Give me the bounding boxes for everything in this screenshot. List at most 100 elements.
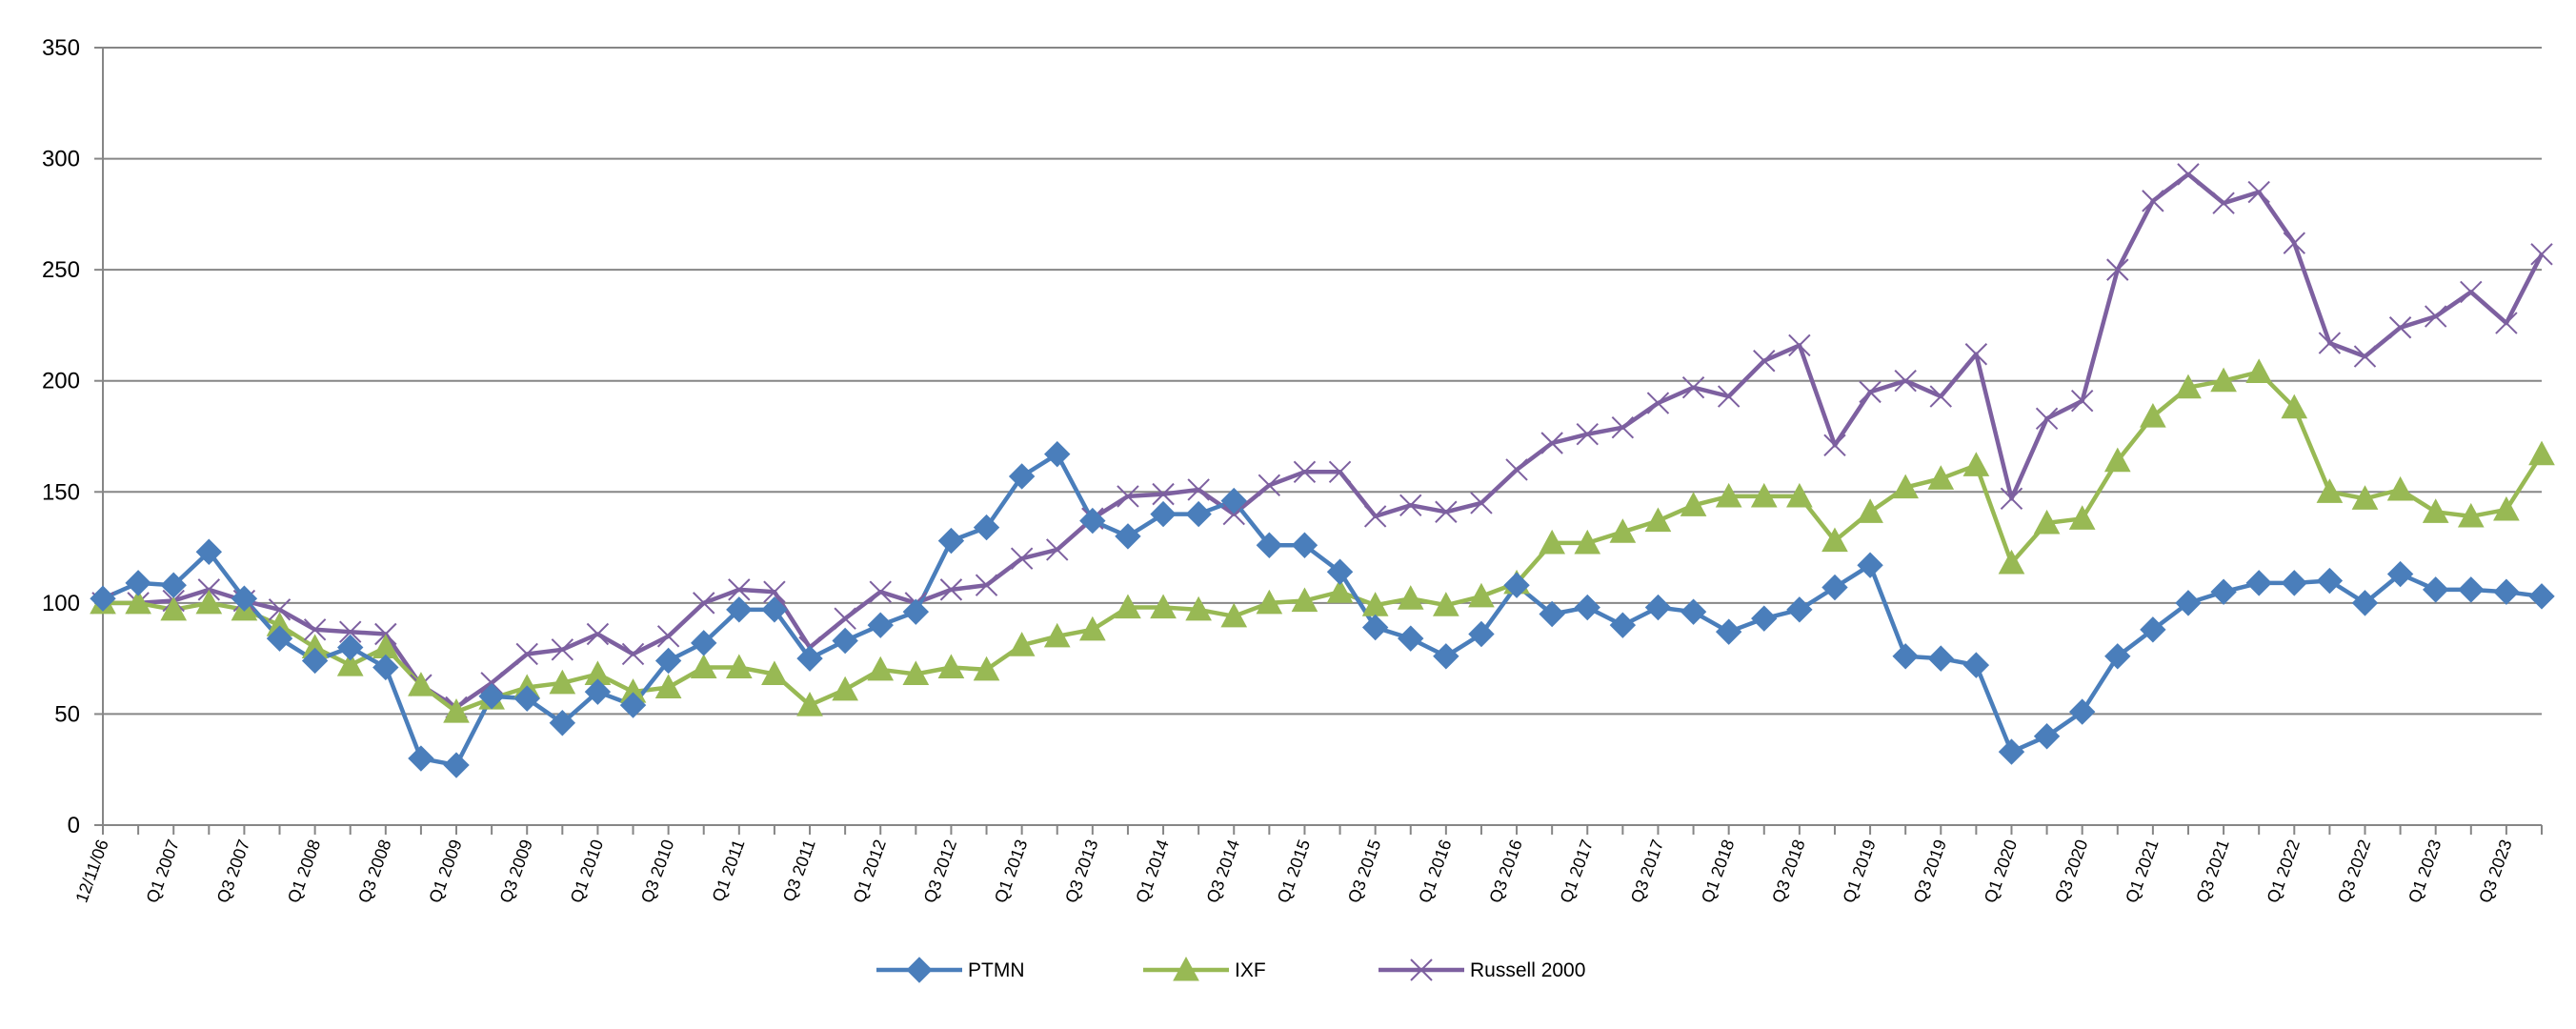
- x-tick-label: Q3 2007: [213, 837, 253, 906]
- data-point-ixf: [1821, 527, 1848, 553]
- data-point-ixf: [902, 660, 930, 686]
- data-point-ptmn: [2422, 576, 2449, 603]
- x-tick-label: Q1 2021: [2122, 837, 2162, 906]
- data-point-ptmn: [619, 692, 647, 718]
- data-point-ixf: [690, 654, 717, 679]
- legend-label: PTMN: [968, 959, 1025, 981]
- x-tick-label: Q3 2016: [1485, 837, 1525, 906]
- data-point-ixf: [973, 656, 1000, 681]
- data-point-ixf: [1433, 592, 1459, 616]
- data-point-russell-2000: [834, 607, 856, 630]
- data-point-russell-2000: [2142, 190, 2164, 212]
- data-point-ixf: [2422, 498, 2449, 523]
- data-point-ixf: [761, 660, 788, 686]
- data-point-russell-2000: [1505, 458, 1528, 481]
- data-point-ixf: [1574, 529, 1601, 555]
- data-point-ixf: [832, 676, 858, 701]
- y-tick-label: 350: [42, 35, 80, 61]
- data-point-ptmn: [549, 710, 576, 736]
- gridlines: [103, 47, 2542, 716]
- x-tick-label: Q3 2009: [496, 837, 536, 906]
- data-point-russell-2000: [2247, 180, 2270, 204]
- x-tick-label: Q1 2011: [709, 837, 749, 904]
- data-point-russell-2000: [2000, 487, 2023, 510]
- data-point-russell-2000: [480, 672, 503, 695]
- data-point-ptmn: [1892, 643, 1919, 670]
- legend-label: IXF: [1235, 959, 1266, 981]
- data-point-ixf: [1715, 482, 1742, 508]
- legend: PTMN IXF Russell 2000: [876, 956, 1585, 983]
- data-point-ixf: [1220, 602, 1248, 628]
- data-point-ptmn: [654, 647, 682, 675]
- data-point-ptmn: [1609, 612, 1637, 638]
- data-point-ptmn: [478, 683, 505, 710]
- data-point-russell-2000: [2106, 258, 2129, 281]
- data-point-ixf: [160, 595, 188, 621]
- data-point-russell-2000: [1894, 370, 1917, 393]
- data-point-ptmn: [1361, 614, 1389, 641]
- data-point-ptmn: [796, 645, 823, 672]
- data-point-ptmn: [1291, 532, 1318, 558]
- data-point-ptmn: [1256, 532, 1283, 558]
- data-point-ixf: [1786, 482, 1813, 508]
- data-point-ptmn: [1539, 600, 1565, 628]
- y-tick-label: 150: [42, 479, 80, 505]
- data-point-ptmn: [761, 596, 788, 623]
- data-point-russell-2000: [1681, 376, 1705, 399]
- data-point-russell-2000: [1046, 538, 1069, 561]
- x-tick-label: Q1 2023: [2405, 837, 2445, 906]
- data-point-russell-2000: [268, 598, 292, 621]
- data-point-russell-2000: [1222, 502, 1245, 526]
- x-tick-label: Q3 2018: [1768, 837, 1808, 906]
- x-tick-label: Q3 2020: [2051, 837, 2091, 906]
- x-tick-label: Q3 2013: [1061, 837, 1101, 906]
- data-point-ptmn: [1644, 594, 1672, 621]
- x-tick-label: Q3 2017: [1627, 837, 1667, 906]
- data-point-ptmn: [691, 630, 717, 656]
- data-point-ixf: [2210, 367, 2237, 393]
- legend-marker: [1173, 956, 1199, 981]
- data-point-ixf: [1539, 529, 1565, 555]
- data-point-ptmn: [584, 678, 612, 705]
- data-point-ixf: [654, 674, 682, 699]
- x-tick-label: Q1 2010: [567, 837, 607, 906]
- data-point-ixf: [1609, 518, 1637, 543]
- series-line-ptmn: [102, 452, 2543, 768]
- data-point-russell-2000: [1152, 482, 1175, 506]
- data-point-ixf: [1468, 582, 1495, 608]
- data-point-ptmn: [1468, 620, 1495, 648]
- data-point-ixf: [1150, 594, 1177, 619]
- data-point-ptmn: [726, 596, 753, 623]
- data-point-russell-2000: [1646, 392, 1670, 414]
- data-point-russell-2000: [1117, 485, 1139, 508]
- data-point-russell-2000: [2530, 243, 2553, 266]
- axes: [94, 47, 2543, 835]
- y-axis-tick-labels: 0 50 100 150 200 250 300 350: [42, 35, 80, 838]
- data-point-ptmn: [2316, 567, 2344, 595]
- x-tick-label: Q3 2011: [779, 837, 819, 904]
- data-point-ptmn: [2281, 570, 2307, 596]
- data-point-russell-2000: [1328, 460, 1352, 484]
- y-tick-label: 300: [42, 147, 80, 172]
- data-point-ixf: [1892, 474, 1920, 499]
- data-point-ixf: [2457, 502, 2485, 528]
- data-point-ixf: [1397, 585, 1424, 610]
- data-point-russell-2000: [1576, 422, 1599, 446]
- data-point-ptmn: [90, 585, 116, 612]
- x-tick-label: Q3 2019: [1910, 837, 1950, 906]
- data-point-ixf: [549, 669, 576, 695]
- data-point-ptmn: [1751, 605, 1778, 632]
- data-point-ptmn: [125, 570, 151, 596]
- data-point-ptmn: [2068, 698, 2096, 725]
- data-point-ixf: [2316, 478, 2344, 503]
- data-point-ixf: [1680, 492, 1707, 516]
- data-point-russell-2000: [303, 618, 327, 641]
- data-point-russell-2000: [1611, 415, 1635, 439]
- data-point-ptmn: [513, 685, 540, 712]
- data-point-russell-2000: [1540, 432, 1563, 454]
- data-point-ptmn: [937, 527, 965, 555]
- data-point-ptmn: [1821, 574, 1848, 601]
- data-point-ptmn: [1962, 652, 1990, 678]
- x-tick-label: Q1 2019: [1839, 837, 1879, 906]
